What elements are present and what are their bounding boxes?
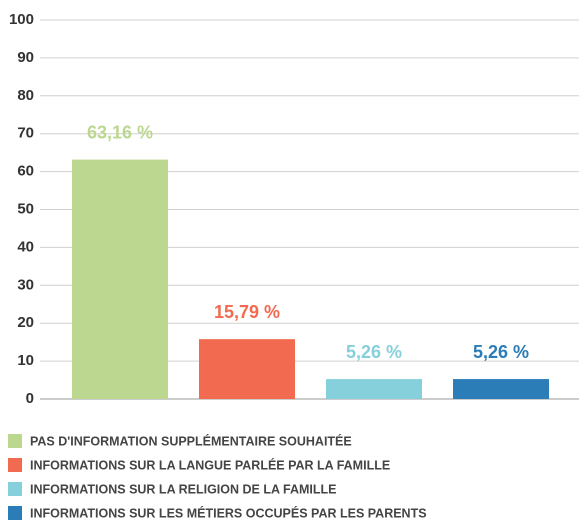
bar bbox=[72, 159, 168, 399]
legend-label: INFORMATIONS SUR LA LANGUE PARLÉE PAR LA… bbox=[30, 457, 390, 472]
y-tick-label: 20 bbox=[17, 314, 34, 331]
legend-swatch bbox=[8, 506, 22, 520]
legend-label: PAS D'INFORMATION SUPPLÉMENTAIRE SOUHAIT… bbox=[30, 433, 352, 448]
y-tick-label: 10 bbox=[17, 352, 34, 369]
y-tick-label: 80 bbox=[17, 87, 34, 104]
value-label: 5,26 % bbox=[473, 342, 529, 362]
bar bbox=[453, 379, 549, 399]
legend-label: INFORMATIONS SUR LA RELIGION DE LA FAMIL… bbox=[30, 482, 336, 496]
y-tick-label: 0 bbox=[26, 390, 34, 407]
value-label: 5,26 % bbox=[346, 342, 402, 362]
legend-swatch bbox=[8, 458, 22, 472]
y-tick-label: 90 bbox=[17, 49, 34, 66]
bar bbox=[199, 339, 295, 399]
y-tick-label: 70 bbox=[17, 125, 34, 142]
legend-swatch bbox=[8, 434, 22, 448]
bar bbox=[326, 379, 422, 399]
y-tick-label: 50 bbox=[17, 200, 34, 217]
value-label: 63,16 % bbox=[87, 122, 153, 142]
y-tick-label: 30 bbox=[17, 276, 34, 293]
y-tick-label: 40 bbox=[17, 238, 34, 255]
y-tick-label: 60 bbox=[17, 163, 34, 180]
value-label: 15,79 % bbox=[214, 302, 280, 322]
y-tick-label: 100 bbox=[9, 11, 34, 28]
legend-label: INFORMATIONS SUR LES MÉTIERS OCCUPÉS PAR… bbox=[30, 505, 427, 520]
legend-swatch bbox=[8, 482, 22, 496]
